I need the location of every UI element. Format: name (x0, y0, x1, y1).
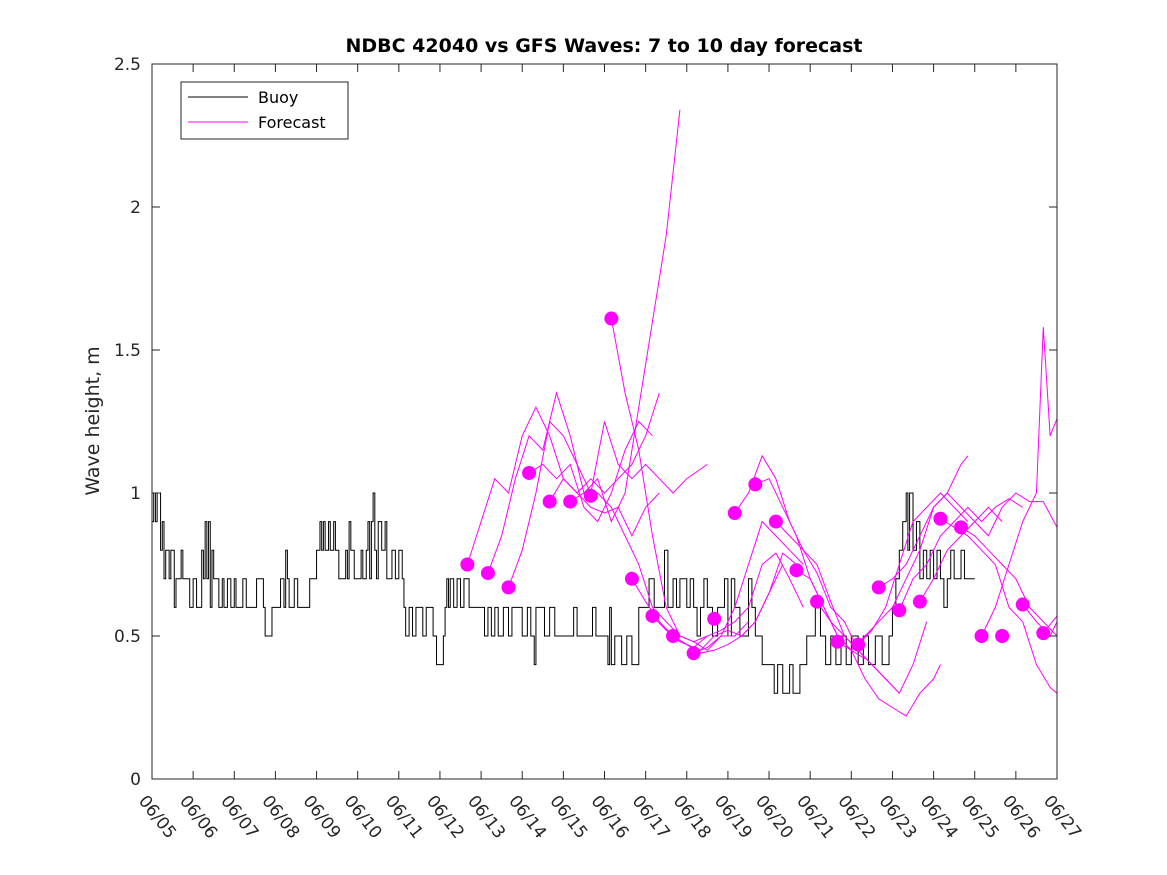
y-tick-label: 0 (130, 770, 141, 790)
forecast-marker (460, 557, 475, 572)
x-tick-label: 06/19 (710, 792, 756, 843)
forecast-line (960, 526, 1057, 637)
forecast-marker (768, 514, 783, 529)
forecast-markers (460, 311, 1051, 661)
forecast-marker (974, 629, 989, 643)
x-axis-ticks: 06/0506/0606/0706/0806/0906/1006/1106/12… (134, 64, 1085, 843)
x-tick-label: 06/23 (875, 792, 921, 843)
forecast-line (981, 327, 1057, 637)
y-tick-label: 2 (130, 198, 141, 218)
forecast-marker (624, 571, 639, 586)
forecast-line (549, 477, 660, 538)
legend: Buoy Forecast (180, 81, 349, 140)
x-tick-label: 06/25 (957, 792, 1003, 843)
x-tick-label: 06/20 (751, 792, 797, 843)
forecast-marker (645, 608, 660, 623)
forecast-line (816, 601, 928, 695)
buoy-series (152, 492, 975, 694)
x-tick-label: 06/16 (587, 792, 633, 843)
forecast-marker (604, 311, 619, 326)
forecast-marker (810, 594, 825, 609)
forecast-marker (666, 629, 681, 643)
x-tick-label: 06/15 (545, 792, 591, 843)
x-tick-label: 06/27 (1039, 792, 1085, 843)
forecast-line (755, 478, 866, 660)
x-tick-label: 06/22 (833, 792, 879, 843)
forecast-marker (707, 611, 722, 626)
y-axis-label: Wave height, m (82, 346, 104, 495)
forecast-marker (830, 634, 845, 649)
forecast-line (528, 420, 653, 523)
y-tick-label: 1 (130, 484, 141, 504)
forecast-marker (995, 629, 1010, 643)
x-tick-label: 06/07 (216, 792, 262, 843)
forecast-marker (851, 637, 866, 652)
legend-label-forecast: Forecast (258, 113, 326, 132)
forecast-line (857, 492, 969, 645)
x-tick-label: 06/12 (422, 792, 468, 843)
x-tick-label: 06/06 (175, 792, 221, 843)
x-tick-label: 06/09 (299, 792, 345, 843)
x-tick-label: 06/10 (340, 792, 386, 843)
forecast-series (466, 109, 1057, 717)
forecast-marker (933, 511, 948, 526)
forecast-line (487, 109, 681, 574)
y-tick-label: 1.5 (114, 341, 141, 361)
forecast-marker (583, 488, 598, 503)
forecast-marker (542, 494, 557, 509)
x-tick-label: 06/13 (463, 792, 509, 843)
x-tick-label: 06/08 (257, 792, 303, 843)
forecast-line (775, 521, 900, 694)
y-tick-label: 0.5 (114, 627, 141, 647)
forecast-marker (892, 603, 907, 618)
forecast-marker (501, 580, 516, 595)
forecast-marker (727, 506, 742, 521)
forecast-marker (1015, 597, 1030, 612)
forecast-line (898, 498, 1023, 611)
forecast-line (919, 492, 1057, 602)
forecast-marker (563, 494, 578, 509)
y-axis-ticks: 0 0.5 1 1.5 2 2.5 (114, 55, 1057, 790)
forecast-marker (954, 520, 969, 535)
forecast-marker (912, 594, 927, 609)
y-tick-label: 2.5 (114, 55, 141, 75)
chart-title: NDBC 42040 vs GFS Waves: 7 to 10 day for… (345, 35, 862, 57)
forecast-marker (789, 563, 804, 578)
x-tick-label: 06/21 (792, 792, 838, 843)
x-tick-label: 06/14 (504, 792, 550, 843)
legend-box (180, 81, 349, 140)
forecast-line (508, 420, 708, 588)
x-tick-label: 06/05 (134, 792, 180, 843)
forecast-marker (871, 580, 886, 595)
forecast-marker (686, 646, 701, 661)
forecast-line (693, 520, 804, 654)
forecast-marker (522, 465, 537, 480)
forecast-line (878, 492, 1003, 588)
x-tick-label: 06/24 (916, 792, 962, 843)
buoy-line (152, 492, 975, 694)
x-tick-label: 06/18 (669, 792, 715, 843)
x-tick-label: 06/26 (998, 792, 1044, 843)
forecast-marker (480, 566, 495, 581)
forecast-marker (748, 477, 763, 492)
forecast-line (940, 518, 1057, 694)
forecast-marker (1036, 626, 1051, 641)
legend-label-buoy: Buoy (258, 88, 298, 107)
x-tick-label: 06/17 (628, 792, 674, 843)
x-tick-label: 06/11 (381, 792, 427, 843)
